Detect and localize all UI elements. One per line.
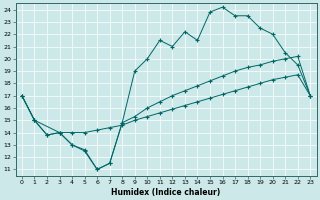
X-axis label: Humidex (Indice chaleur): Humidex (Indice chaleur): [111, 188, 221, 197]
